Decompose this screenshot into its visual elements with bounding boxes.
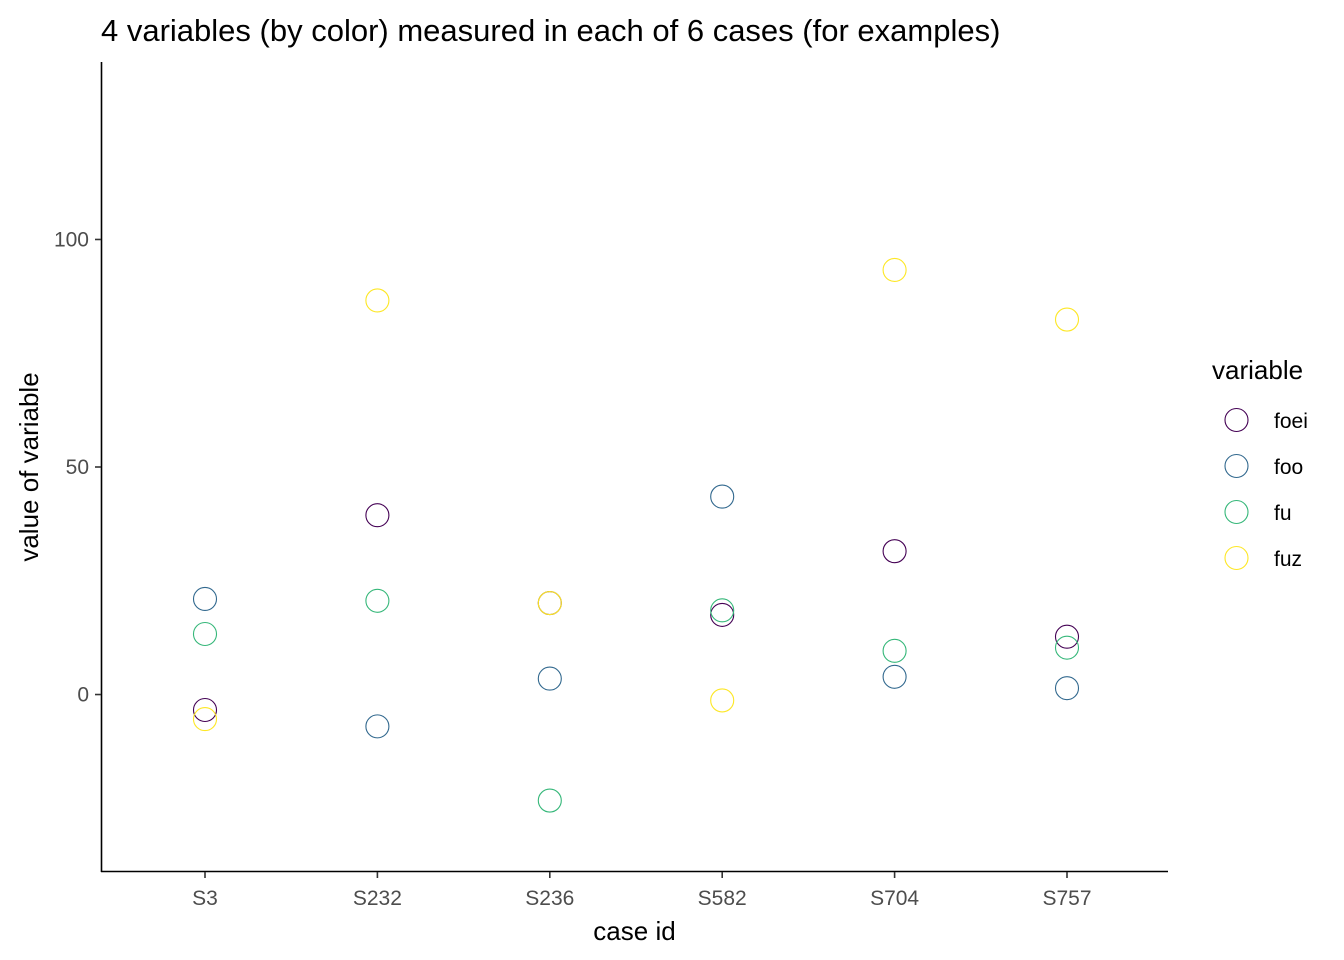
y-ticks: 0 50 100 — [54, 228, 101, 707]
legend-key-fuz — [1224, 545, 1249, 571]
x-tick-label: S3 — [192, 887, 218, 910]
legend-label-fu: fu — [1274, 502, 1292, 525]
data-point-fuz — [537, 591, 562, 616]
data-point-foei — [192, 697, 218, 723]
data-point-fu — [192, 621, 218, 647]
x-tick-label: S757 — [1042, 887, 1091, 910]
data-point-foei — [1054, 624, 1080, 649]
legend-key-foo — [1224, 453, 1249, 479]
data-point-fuz — [710, 688, 735, 713]
data-point-foei — [882, 539, 907, 564]
chart-title: 4 variables (by color) measured in each … — [101, 13, 1000, 48]
data-points — [192, 257, 1080, 813]
y-axis-title: value of variable — [14, 372, 44, 561]
y-tick-label: 50 — [66, 456, 89, 479]
data-point-fu — [882, 638, 907, 663]
data-point-fu — [1054, 635, 1080, 660]
x-tick-label: S582 — [698, 887, 747, 910]
data-point-fuz — [192, 707, 218, 732]
x-tick-label: S704 — [870, 887, 919, 910]
x-tick-label: S232 — [353, 887, 402, 910]
legend-key-foei — [1224, 407, 1249, 433]
data-point-fu — [537, 788, 562, 813]
legend-key-fu — [1224, 499, 1249, 525]
legend: variable foei foo fu fuz — [1212, 355, 1308, 571]
data-point-foo — [1054, 676, 1080, 701]
data-point-fuz — [1054, 307, 1080, 332]
legend-title: variable — [1212, 355, 1303, 385]
legend-label-fuz: fuz — [1274, 548, 1302, 571]
data-point-fuz — [365, 288, 390, 313]
x-axis-title: case id — [593, 916, 675, 946]
y-tick-label: 100 — [54, 228, 89, 251]
data-point-fuz — [882, 257, 907, 283]
legend-items: foei foo fu fuz — [1224, 407, 1308, 571]
data-point-foo — [192, 586, 218, 612]
data-point-fu — [710, 598, 735, 623]
data-point-foo — [537, 666, 562, 691]
data-point-fu — [365, 588, 390, 613]
data-point-foo — [710, 484, 735, 509]
legend-label-foo: foo — [1274, 456, 1303, 479]
plot-area: 0 50 100 S3 S232 S236 S582 S704 S757 — [54, 62, 1168, 910]
legend-label-foei: foei — [1274, 410, 1308, 433]
data-point-foo — [365, 714, 390, 739]
x-ticks: S3 S232 S236 S582 S704 S757 — [192, 872, 1092, 910]
x-tick-label: S236 — [525, 887, 574, 910]
data-point-foei — [710, 602, 735, 627]
data-point-foo — [882, 664, 907, 689]
y-tick-label: 0 — [77, 684, 89, 707]
data-point-foei — [365, 503, 390, 528]
